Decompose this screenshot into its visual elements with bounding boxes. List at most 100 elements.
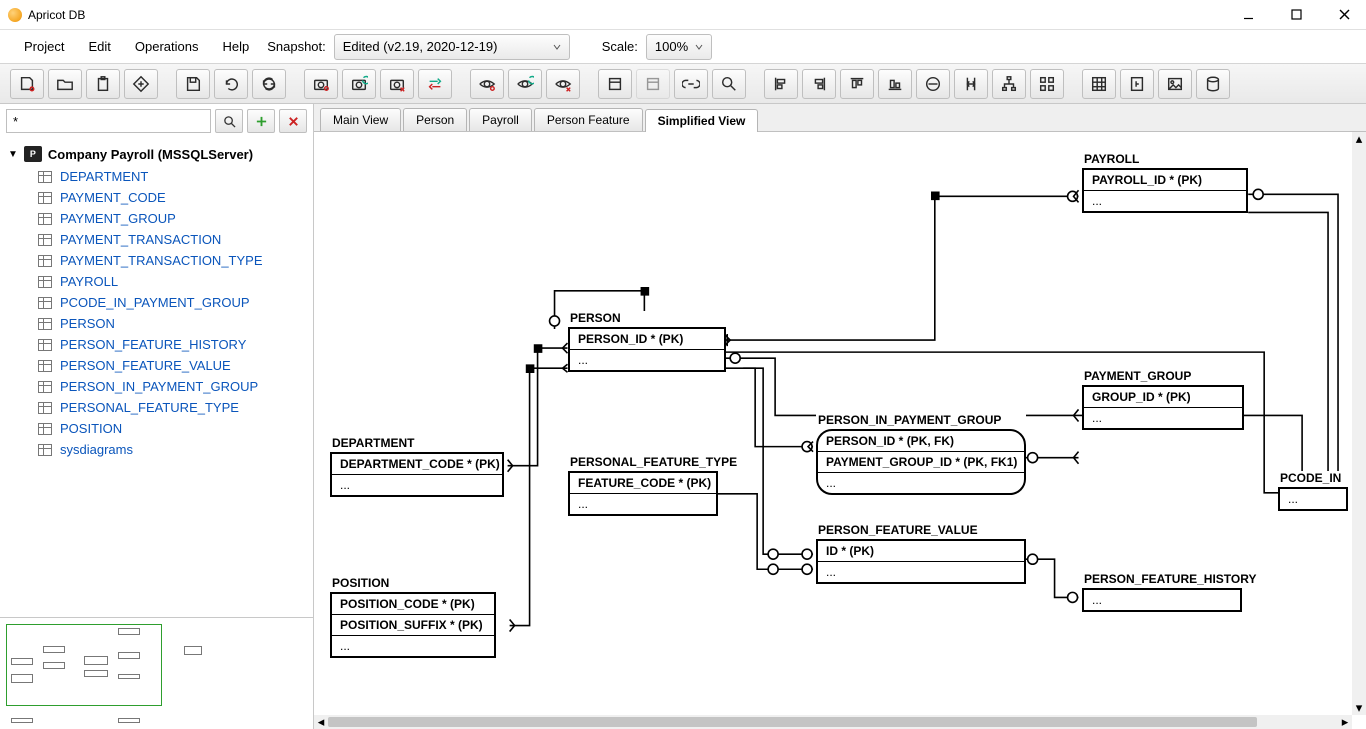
- menu-edit[interactable]: Edit: [76, 33, 122, 60]
- tree-item[interactable]: PAYMENT_TRANSACTION_TYPE: [0, 250, 313, 271]
- entity-title: PAYMENT_GROUP: [1082, 369, 1244, 385]
- menu-help[interactable]: Help: [210, 33, 261, 60]
- open-project-button[interactable]: [48, 69, 82, 99]
- tree-item[interactable]: PAYMENT_GROUP: [0, 208, 313, 229]
- align-top-button[interactable]: [840, 69, 874, 99]
- tree-item[interactable]: DEPARTMENT: [0, 166, 313, 187]
- tree-caret-icon: ▼: [8, 149, 18, 160]
- toolbar: [0, 64, 1366, 104]
- tree-item[interactable]: POSITION: [0, 418, 313, 439]
- entity-row: ID * (PK): [818, 541, 1024, 562]
- app-title: Apricot DB: [28, 8, 85, 22]
- view-new-button[interactable]: [470, 69, 504, 99]
- search-clear-button[interactable]: [279, 109, 307, 133]
- entity-position[interactable]: POSITIONPOSITION_CODE * (PK)POSITION_SUF…: [330, 576, 496, 658]
- entity-pfv[interactable]: PERSON_FEATURE_VALUEID * (PK)...: [816, 523, 1026, 584]
- entity-button[interactable]: [598, 69, 632, 99]
- entity-tree[interactable]: ▼ P Company Payroll (MSSQLServer) DEPART…: [0, 138, 313, 617]
- entity-disabled-button[interactable]: [636, 69, 670, 99]
- entity-title: PERSON_FEATURE_VALUE: [816, 523, 1026, 539]
- same-width-button[interactable]: [916, 69, 950, 99]
- refresh-button[interactable]: [252, 69, 286, 99]
- minimap[interactable]: [0, 617, 313, 729]
- new-project-button[interactable]: [10, 69, 44, 99]
- view-delete-button[interactable]: [546, 69, 580, 99]
- scroll-down-icon[interactable]: ▾: [1352, 701, 1366, 715]
- search-button[interactable]: [712, 69, 746, 99]
- view-tab[interactable]: Payroll: [469, 108, 532, 131]
- view-tab[interactable]: Main View: [320, 108, 401, 131]
- entity-department[interactable]: DEPARTMENTDEPARTMENT_CODE * (PK)...: [330, 436, 504, 497]
- link-button[interactable]: [674, 69, 708, 99]
- same-height-button[interactable]: [954, 69, 988, 99]
- entity-row: PAYROLL_ID * (PK): [1084, 170, 1246, 191]
- search-add-button[interactable]: [247, 109, 275, 133]
- menu-project[interactable]: Project: [12, 33, 76, 60]
- entity-payroll[interactable]: PAYROLLPAYROLL_ID * (PK)...: [1082, 152, 1248, 213]
- tree-item[interactable]: PERSON: [0, 313, 313, 334]
- table-icon: [38, 444, 52, 456]
- snapshot-new-button[interactable]: [304, 69, 338, 99]
- tree-item-label: PERSON_IN_PAYMENT_GROUP: [60, 379, 258, 394]
- view-tab[interactable]: Simplified View: [645, 109, 759, 132]
- tree-item[interactable]: sysdiagrams: [0, 439, 313, 460]
- align-bottom-button[interactable]: [878, 69, 912, 99]
- grid-layout-button[interactable]: [1030, 69, 1064, 99]
- horizontal-scrollbar[interactable]: ◂ ▸: [314, 715, 1352, 729]
- entity-pcode[interactable]: PCODE_IN...: [1278, 471, 1348, 511]
- search-go-button[interactable]: [215, 109, 243, 133]
- entity-pftype[interactable]: PERSONAL_FEATURE_TYPEFEATURE_CODE * (PK)…: [568, 455, 718, 516]
- vertical-scrollbar[interactable]: ▴ ▾: [1352, 132, 1366, 715]
- pdf-button[interactable]: [1120, 69, 1154, 99]
- entity-pgroup[interactable]: PAYMENT_GROUPGROUP_ID * (PK)...: [1082, 369, 1244, 430]
- db-button[interactable]: [1196, 69, 1230, 99]
- tree-item[interactable]: PERSON_FEATURE_VALUE: [0, 355, 313, 376]
- scroll-left-icon[interactable]: ◂: [314, 715, 328, 729]
- deploy-button[interactable]: [124, 69, 158, 99]
- table-icon: [38, 318, 52, 330]
- snapshot-edit-button[interactable]: [342, 69, 376, 99]
- snapshot-label: Snapshot:: [267, 39, 326, 54]
- align-right-button[interactable]: [802, 69, 836, 99]
- entity-pfh[interactable]: PERSON_FEATURE_HISTORY...: [1082, 572, 1242, 612]
- tree-item[interactable]: PCODE_IN_PAYMENT_GROUP: [0, 292, 313, 313]
- entity-title: PCODE_IN: [1278, 471, 1348, 487]
- table-icon: [38, 339, 52, 351]
- compare-button[interactable]: [418, 69, 452, 99]
- tree-item[interactable]: PAYROLL: [0, 271, 313, 292]
- tree-root[interactable]: ▼ P Company Payroll (MSSQLServer): [0, 142, 313, 166]
- diagram-canvas[interactable]: PAYROLLPAYROLL_ID * (PK)... PERSONPERSON_…: [314, 132, 1352, 715]
- scale-select[interactable]: 100%: [646, 34, 712, 60]
- save-button[interactable]: [176, 69, 210, 99]
- snapshot-select[interactable]: Edited (v2.19, 2020-12-19): [334, 34, 570, 60]
- entity-row: ...: [332, 475, 502, 495]
- excel-button[interactable]: [1082, 69, 1116, 99]
- undo-button[interactable]: [214, 69, 248, 99]
- view-tab[interactable]: Person: [403, 108, 467, 131]
- tree-layout-button[interactable]: [992, 69, 1026, 99]
- scroll-right-icon[interactable]: ▸: [1338, 715, 1352, 729]
- view-tab[interactable]: Person Feature: [534, 108, 643, 131]
- entity-pipg[interactable]: PERSON_IN_PAYMENT_GROUPPERSON_ID * (PK, …: [816, 413, 1026, 495]
- main-area: ▼ P Company Payroll (MSSQLServer) DEPART…: [0, 104, 1366, 729]
- window-maximize-button[interactable]: [1282, 5, 1310, 25]
- tree-item[interactable]: PAYMENT_CODE: [0, 187, 313, 208]
- entity-row: ...: [818, 473, 1024, 493]
- table-icon: [38, 255, 52, 267]
- clipboard-button[interactable]: [86, 69, 120, 99]
- tree-item[interactable]: PERSON_IN_PAYMENT_GROUP: [0, 376, 313, 397]
- window-minimize-button[interactable]: [1234, 5, 1262, 25]
- window-close-button[interactable]: [1330, 5, 1358, 25]
- snapshot-delete-button[interactable]: [380, 69, 414, 99]
- view-edit-button[interactable]: [508, 69, 542, 99]
- image-button[interactable]: [1158, 69, 1192, 99]
- scroll-up-icon[interactable]: ▴: [1352, 132, 1366, 146]
- search-input[interactable]: [6, 109, 211, 133]
- tree-item[interactable]: PERSON_FEATURE_HISTORY: [0, 334, 313, 355]
- tree-item[interactable]: PAYMENT_TRANSACTION: [0, 229, 313, 250]
- menu-operations[interactable]: Operations: [123, 33, 211, 60]
- align-left-button[interactable]: [764, 69, 798, 99]
- entity-person[interactable]: PERSONPERSON_ID * (PK)...: [568, 311, 726, 372]
- tree-item[interactable]: PERSONAL_FEATURE_TYPE: [0, 397, 313, 418]
- canvas-side: Main ViewPersonPayrollPerson FeatureSimp…: [314, 104, 1366, 729]
